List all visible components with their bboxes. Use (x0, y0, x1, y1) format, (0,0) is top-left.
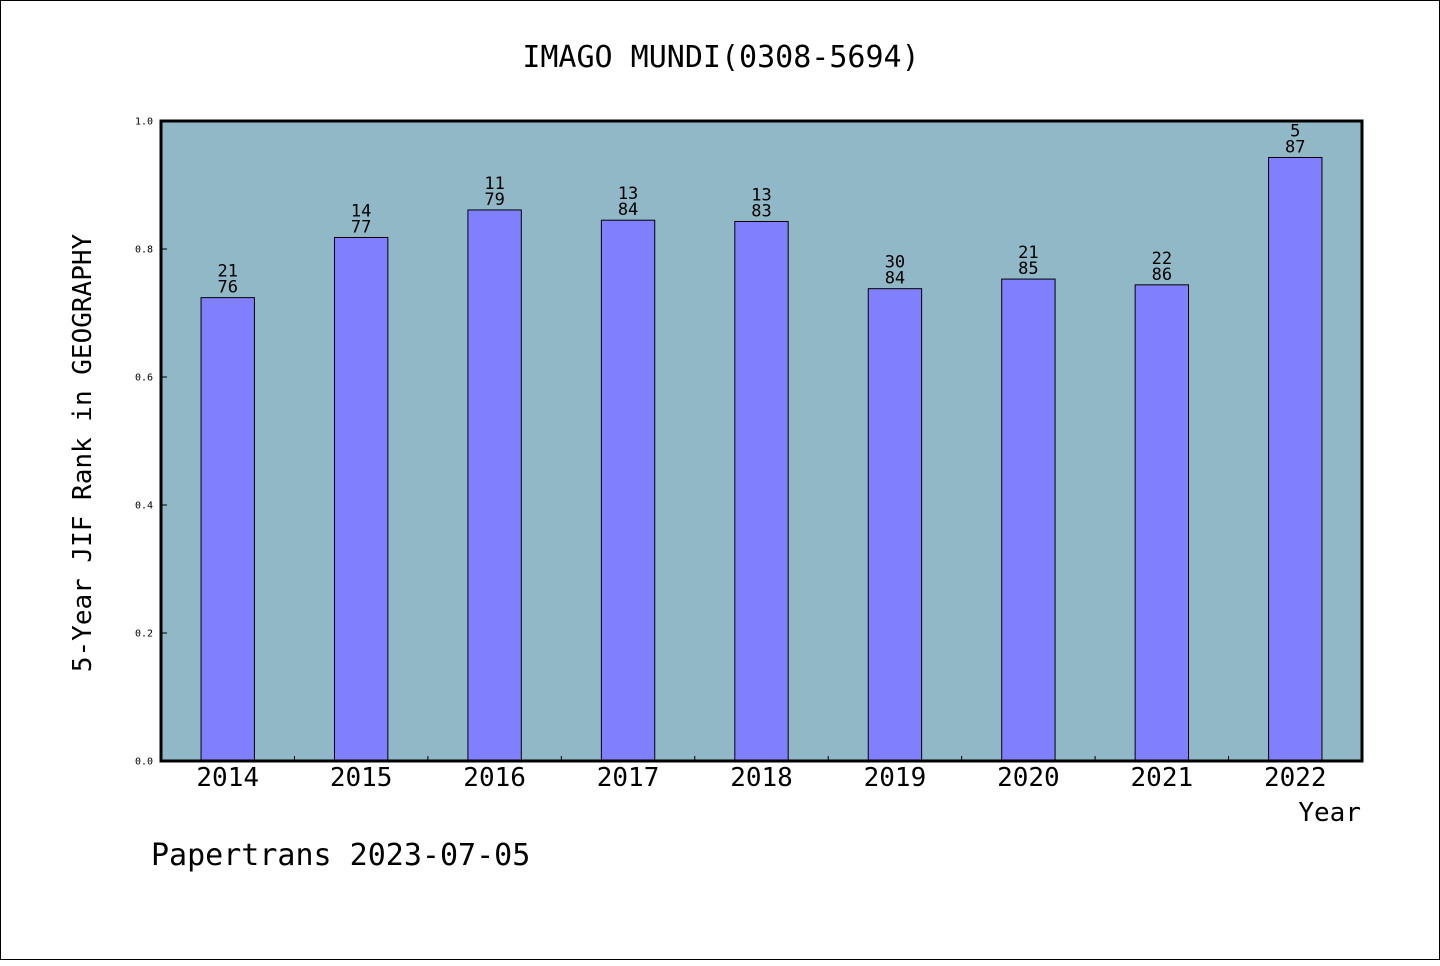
x-tick-label-2018: 2018 (730, 763, 793, 793)
plot-border (159, 119, 1364, 763)
bar-label-top-2021: 22 (1152, 249, 1172, 269)
x-axis-label: Year (1298, 798, 1361, 828)
x-tick-label-2014: 2014 (196, 763, 259, 793)
x-axis: 2014 2015 2016 2017 2018 2019 2020 2021 2022 (196, 756, 1327, 793)
bar-label-bottom-2019: 84 (885, 269, 905, 289)
footer-credit: Papertrans 2023-07-05 (151, 838, 530, 873)
bar-label-bottom-2020: 85 (1018, 259, 1038, 279)
bar-2016 (467, 209, 522, 762)
y-tick-label: 1.0 (135, 117, 153, 128)
chart-title: IMAGO MUNDI(0308-5694) (522, 40, 919, 75)
bar-label-top-2016: 11 (484, 174, 504, 194)
bar-label-top-2020: 21 (1018, 243, 1038, 263)
bar-label-bottom-2016: 79 (484, 190, 504, 210)
y-tick-label: 0.2 (135, 629, 153, 640)
y-axis-label: 5-Year JIF Rank in GEOGRAPHY (68, 234, 98, 673)
bar-label-top-2022: 5 (1290, 121, 1300, 141)
bar-2014 (200, 297, 255, 762)
bar-label-bottom-2021: 86 (1152, 265, 1172, 285)
bar-label-bottom-2015: 77 (351, 217, 371, 237)
bar-label-top-2014: 21 (217, 262, 237, 282)
bar-label-top-2015: 14 (351, 201, 371, 221)
bar-label-bottom-2014: 76 (217, 278, 237, 298)
bar-label-bottom-2017: 84 (618, 200, 638, 220)
bar-label-bottom-2018: 83 (751, 201, 771, 221)
bar-label-top-2018: 13 (751, 185, 771, 205)
bar-2018 (734, 220, 789, 762)
bar-2022 (1268, 156, 1323, 762)
y-tick-label: 0.6 (135, 373, 153, 384)
x-tick-label-2016: 2016 (463, 763, 526, 793)
bar-label-top-2019: 30 (885, 253, 905, 273)
x-tick-label-2022: 2022 (1264, 763, 1327, 793)
bar-label-top-2017: 13 (618, 184, 638, 204)
bar-2017 (600, 219, 656, 762)
bar-2020 (1001, 278, 1056, 762)
x-tick-label-2015: 2015 (330, 763, 393, 793)
x-tick-label-2017: 2017 (597, 763, 660, 793)
bar-2021 (1134, 284, 1190, 762)
y-tick-label: 0.0 (135, 757, 153, 768)
bar-label-bottom-2022: 87 (1285, 137, 1305, 157)
x-tick-label-2020: 2020 (997, 763, 1060, 793)
x-tick-label-2021: 2021 (1131, 763, 1194, 793)
y-tick-label: 0.4 (135, 501, 153, 512)
x-tick-label-2019: 2019 (864, 763, 927, 793)
bar-2019 (867, 288, 923, 762)
bar-2015 (333, 236, 389, 762)
y-tick-label: 0.8 (135, 245, 153, 256)
